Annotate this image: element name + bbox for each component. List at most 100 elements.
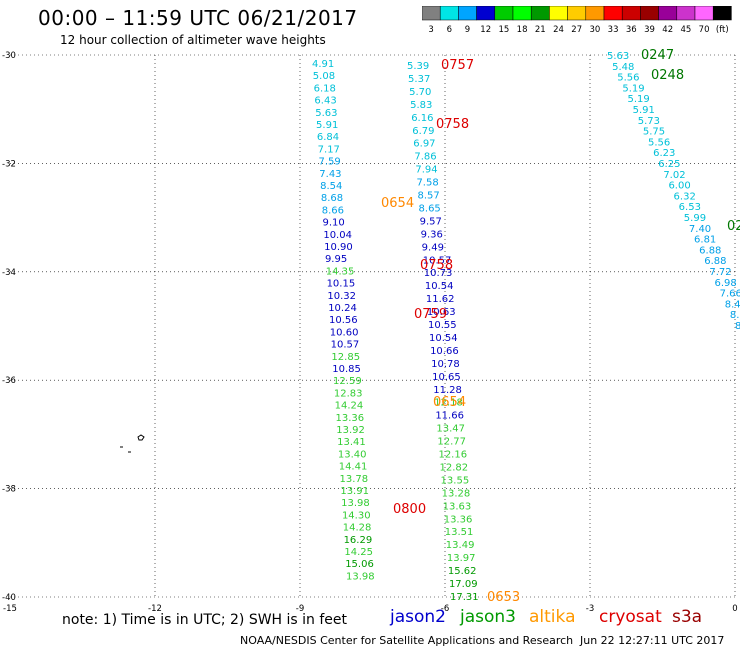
swh-value: 17.31 xyxy=(450,592,479,603)
colorbar-tick-label: 9 xyxy=(465,25,470,35)
swh-value: 6.79 xyxy=(412,126,434,137)
swh-value: 13.51 xyxy=(445,527,474,538)
swh-value: 15.62 xyxy=(448,566,477,577)
swh-value: 12.16 xyxy=(438,450,467,461)
colorbar-tick-label: 6 xyxy=(447,25,452,35)
swh-value: 12.85 xyxy=(331,352,360,363)
swh-value: 9.10 xyxy=(323,218,345,229)
swh-value: 7.59 xyxy=(318,157,340,168)
colorbar-tick-label: 12 xyxy=(480,25,491,35)
swh-value: 7.66 xyxy=(720,289,740,300)
swh-value: 6.32 xyxy=(674,191,696,202)
swh-value: 5.63 xyxy=(315,108,337,119)
swh-value: 10.78 xyxy=(431,359,460,370)
swh-value: 13.40 xyxy=(338,449,367,460)
swh-value: 5.91 xyxy=(633,105,655,116)
swh-value: 10.55 xyxy=(428,320,457,331)
swh-value: 6.16 xyxy=(411,113,433,124)
swh-value: 12.59 xyxy=(333,376,362,387)
swh-value: 5.91 xyxy=(316,120,338,131)
swh-value: 15.06 xyxy=(345,559,374,570)
lat-label: -30 xyxy=(2,51,16,61)
colorbar-tick-label: 33 xyxy=(608,25,619,35)
page-subtitle: 12 hour collection of altimeter wave hei… xyxy=(60,33,326,47)
colorbar-tick-label: (ft) xyxy=(716,25,729,35)
swh-value: 5.19 xyxy=(622,83,644,94)
swh-value: 13.78 xyxy=(340,474,369,485)
swh-value: 8.57 xyxy=(417,191,439,202)
swh-value: 9.36 xyxy=(421,229,443,240)
colorbar-tick-label: 39 xyxy=(644,25,655,35)
swh-value: 8.68 xyxy=(321,193,343,204)
lon-label: 0 xyxy=(732,604,737,614)
lon-label: -6 xyxy=(441,604,449,614)
lon-label: -3 xyxy=(586,604,594,614)
swh-value: 5.73 xyxy=(638,116,660,127)
swh-value: 10.24 xyxy=(328,303,357,314)
swh-value: 13.92 xyxy=(336,425,365,436)
swh-value: 10.54 xyxy=(425,281,454,292)
swh-value: 6.18 xyxy=(314,83,336,94)
colorbar-tick-label: 70 xyxy=(699,25,710,35)
pass-time-label: 0800 xyxy=(393,502,426,517)
swh-value: 14.28 xyxy=(343,523,372,534)
swh-value: 10.63 xyxy=(427,307,456,318)
colorbar-tick-label: 36 xyxy=(626,25,637,35)
pass-time-label: 0653 xyxy=(487,590,520,605)
colorbar-tick-label: 45 xyxy=(680,25,691,35)
swh-value: 6.23 xyxy=(653,148,675,159)
colorbar-tick-label: 3 xyxy=(428,25,433,35)
swh-value: 6.25 xyxy=(658,159,680,170)
swh-value: 17.09 xyxy=(449,579,478,590)
pass-time-label: 0654 xyxy=(433,395,466,410)
page-title: 00:00 – 11:59 UTC 06/21/2017 xyxy=(38,6,358,30)
colorbar-tick-label: 42 xyxy=(662,25,673,35)
pass-time-label: 0654 xyxy=(381,196,414,211)
lat-label: -40 xyxy=(2,593,16,603)
swh-value: 5.08 xyxy=(313,71,335,82)
swh-value: 10.90 xyxy=(324,242,353,253)
swh-value: 10.15 xyxy=(327,279,356,290)
swh-value: 6.00 xyxy=(668,181,690,192)
swh-value: 6.53 xyxy=(679,202,701,213)
swh-value: 11.66 xyxy=(435,411,464,422)
colorbar-swatch xyxy=(712,6,732,21)
swh-value: 13.91 xyxy=(340,486,369,497)
pass-time-label: 0758 xyxy=(436,117,469,132)
swh-value: 5.70 xyxy=(409,87,431,98)
colorbar-tick-label: 18 xyxy=(517,25,528,35)
lon-label: -12 xyxy=(148,604,162,614)
swh-value: 10.60 xyxy=(330,327,359,338)
swh-value: 14.41 xyxy=(339,462,368,473)
swh-value: 12.18 xyxy=(434,398,463,409)
swh-value: 5.63 xyxy=(607,51,629,62)
swh-value: 9.49 xyxy=(422,242,444,253)
swh-value: 5.56 xyxy=(617,73,639,84)
swh-value: 10.32 xyxy=(327,291,356,302)
swh-value: 13.47 xyxy=(436,424,465,435)
swh-value: 5.99 xyxy=(684,213,706,224)
footer-credit: NOAA/NESDIS Center for Satellite Applica… xyxy=(240,634,574,647)
pass-time-label: 0758 xyxy=(420,258,453,273)
pass-time-label: 0248 xyxy=(651,68,684,83)
lon-label: -15 xyxy=(3,604,17,614)
lat-label: -38 xyxy=(2,485,16,495)
pass-time-label: 0759 xyxy=(414,307,447,322)
swh-value: 6.88 xyxy=(699,245,721,256)
swh-value: 14.24 xyxy=(335,401,364,412)
swh-value: 6.84 xyxy=(317,132,339,143)
pass-time-label: 0757 xyxy=(441,58,474,73)
lat-label: -36 xyxy=(2,376,16,386)
swh-value: 7.17 xyxy=(318,144,340,155)
colorbar-tick-label: 15 xyxy=(498,25,509,35)
swh-value: 5.19 xyxy=(627,94,649,105)
colorbar-tick-label: 27 xyxy=(571,25,582,35)
swh-value: 7.86 xyxy=(414,152,436,163)
swh-value: 10.54 xyxy=(429,333,458,344)
lat-label: -34 xyxy=(2,268,16,278)
pass-time-label: 02 xyxy=(727,219,740,234)
swh-value: 10.57 xyxy=(331,340,360,351)
swh-value: 13.98 xyxy=(346,571,375,582)
swh-value: 13.41 xyxy=(337,437,366,448)
